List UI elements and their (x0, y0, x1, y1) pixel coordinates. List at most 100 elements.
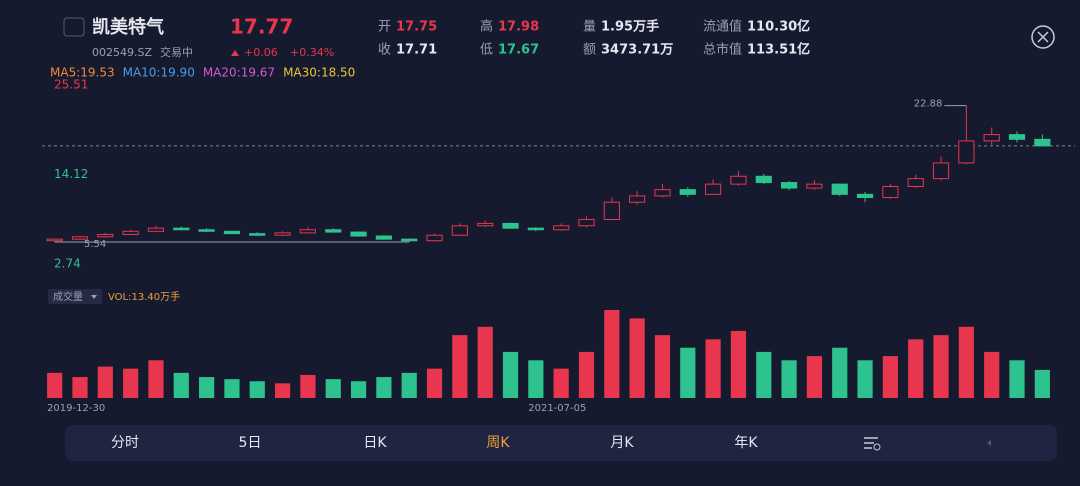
volume-bar (756, 351, 772, 398)
volume-bar (1009, 360, 1025, 398)
quote-label: 高 (480, 19, 493, 35)
candle-body (831, 183, 848, 195)
stock-name: 凯美特气 (92, 16, 164, 38)
candle-body (477, 222, 494, 227)
candle-body (958, 140, 975, 164)
tab[interactable]: 周K (486, 435, 510, 451)
volume-bar (908, 339, 924, 398)
stock-code: 002549.SZ (92, 46, 152, 59)
tab[interactable]: 日K (363, 435, 387, 451)
volume-bar (47, 372, 63, 398)
candle-body (856, 193, 874, 198)
candle-body (553, 225, 570, 231)
ma-label: MA5:19.53 (50, 66, 115, 80)
volume-bar (680, 347, 696, 398)
volume-bar (123, 368, 139, 398)
candle-body (983, 134, 1000, 142)
y-tick-label: 25.51 (54, 78, 88, 92)
volume-bar (401, 372, 417, 398)
volume-bar (199, 377, 215, 398)
quote-label: 收 (378, 43, 391, 58)
candle-body (603, 201, 620, 221)
candle-body (325, 229, 342, 233)
candle-body (97, 233, 114, 238)
quote-label: 开 (378, 20, 391, 35)
quote-value: 17.98 (498, 20, 539, 35)
candle-body (780, 182, 798, 189)
volume-bar (173, 372, 189, 398)
volume-bar (806, 356, 823, 398)
volume-bar (502, 351, 519, 398)
candle-body (401, 238, 418, 242)
tab[interactable]: 分时 (111, 435, 139, 451)
y-tick-label: 2.74 (54, 257, 81, 271)
candle-body (679, 189, 696, 195)
volume-bar (426, 368, 443, 398)
logo (63, 17, 85, 37)
volume-bar (148, 360, 164, 398)
candle-body (198, 229, 215, 232)
tab[interactable]: 5日 (239, 435, 262, 451)
candle-body (426, 234, 443, 242)
volume-bar (629, 318, 645, 398)
tab-bar (65, 425, 1057, 461)
volume-badge[interactable] (48, 289, 102, 304)
candle-body (173, 227, 190, 231)
candle-body (274, 232, 291, 236)
quote-label: 量 (583, 20, 596, 35)
volume-bar (376, 377, 392, 398)
volume-bar (528, 360, 544, 398)
settings-icon[interactable] (864, 437, 881, 451)
close-button[interactable] (1031, 25, 1055, 49)
candle-body (654, 189, 671, 197)
candle-body (46, 238, 63, 242)
candle-body (882, 185, 899, 198)
candle-body (527, 227, 544, 231)
quote-value: 1.95万手 (601, 19, 659, 35)
volume-bar (300, 374, 316, 398)
quote-label: 低 (480, 43, 493, 58)
candle-body (223, 230, 241, 235)
volume-bar (984, 351, 1000, 398)
volume-bar (350, 381, 367, 398)
candle-body (71, 236, 89, 240)
quote-label: 流通值 (703, 19, 742, 35)
candle-body (1034, 138, 1051, 147)
candle-body (299, 229, 317, 234)
dropdown-icon (91, 295, 97, 299)
candle-body (249, 233, 266, 236)
collapse-arrow[interactable] (987, 440, 991, 446)
volume-name[interactable]: 成交量 (53, 290, 83, 303)
volume-bar (72, 377, 88, 398)
candle-body (451, 225, 468, 236)
status: 交易中 (160, 45, 193, 59)
quote-value: 17.71 (396, 43, 437, 58)
volume-bar (705, 339, 721, 398)
volume-bar (604, 310, 620, 398)
tab[interactable]: 年K (734, 435, 758, 451)
volume-bar (958, 326, 974, 398)
ma-label: MA30:18.50 (283, 66, 355, 80)
ma-label: MA20:19.67 (203, 66, 275, 80)
price: 17.77 (230, 15, 293, 39)
volume-bar (1034, 369, 1050, 398)
candle-body (755, 175, 772, 184)
volume-bar (97, 366, 113, 398)
change-pct: +0.34% (290, 46, 334, 59)
volume-bar (274, 383, 291, 398)
volume-bar (249, 381, 265, 398)
volume-bar (553, 368, 569, 398)
candle-body (122, 230, 139, 235)
volume-bar (224, 379, 240, 398)
low-label: 5.54 (84, 239, 106, 250)
change: +0.06 (244, 46, 278, 59)
quote-label: 额 (583, 43, 596, 58)
quote-value: 17.75 (396, 20, 437, 35)
quote-label: 总市值 (703, 42, 742, 58)
candle-body (730, 175, 747, 185)
quote-value: 110.30亿 (747, 19, 810, 35)
tab[interactable]: 月K (610, 435, 634, 451)
volume-bar (578, 351, 595, 398)
volume-bar (832, 347, 848, 398)
